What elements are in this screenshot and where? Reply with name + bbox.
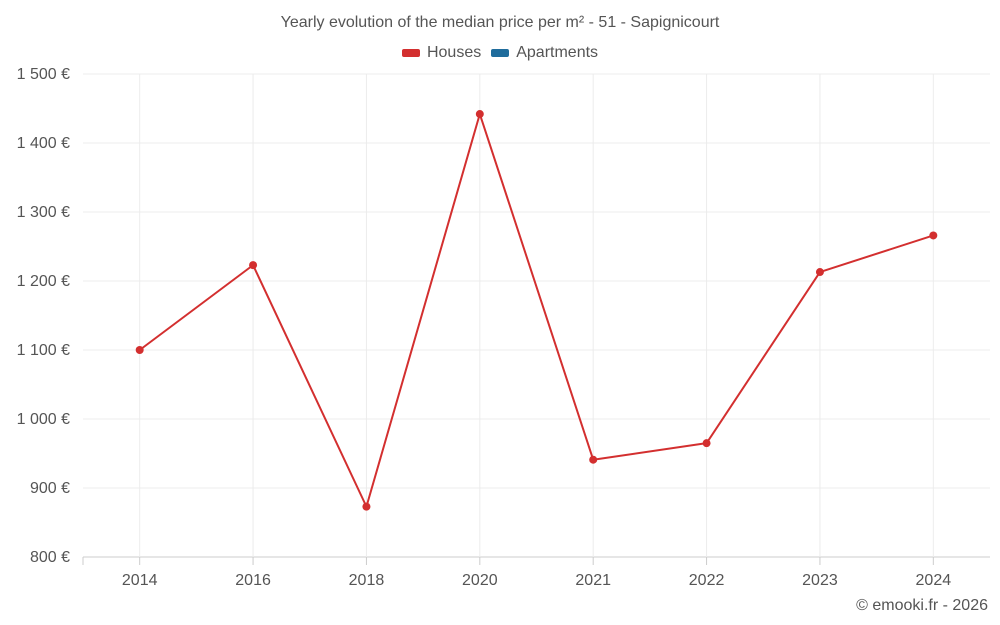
legend-item-apartments[interactable]: Apartments <box>491 44 598 62</box>
y-tick-label: 1 300 € <box>17 204 70 221</box>
x-tick-label: 2024 <box>916 572 952 589</box>
data-point-houses <box>815 268 824 277</box>
x-tick-label: 2022 <box>689 572 725 589</box>
y-tick-label: 1 500 € <box>17 66 70 83</box>
data-point-houses <box>135 346 144 354</box>
y-tick-label: 1 000 € <box>17 411 70 428</box>
data-point-houses <box>362 502 371 511</box>
x-tick-label: 2016 <box>235 572 271 589</box>
legend: Houses Apartments <box>0 44 1000 62</box>
credit-text: © emooki.fr - 2026 <box>856 597 988 614</box>
y-tick-label: 900 € <box>30 480 70 497</box>
y-tick-label: 1 200 € <box>17 273 70 290</box>
legend-item-houses[interactable]: Houses <box>401 44 482 62</box>
data-point-houses <box>475 110 484 119</box>
data-point-houses <box>249 261 258 270</box>
legend-swatch-houses <box>401 49 420 57</box>
data-point-houses <box>702 439 711 448</box>
data-point-houses <box>589 455 598 464</box>
x-tick-label: 2020 <box>462 572 498 589</box>
series-line-houses <box>139 113 934 508</box>
x-tick-label: 2021 <box>575 572 611 589</box>
chart-title: Yearly evolution of the median price per… <box>280 14 720 31</box>
y-tick-label: 1 100 € <box>17 342 70 359</box>
data-point-houses <box>929 231 938 240</box>
x-tick-label: 2018 <box>349 572 385 589</box>
y-tick-label: 1 400 € <box>17 135 70 152</box>
legend-label-houses: Houses <box>426 44 482 61</box>
x-tick-label: 2023 <box>802 572 838 589</box>
legend-label-apartments: Apartments <box>516 44 599 61</box>
y-tick-label: 800 € <box>30 549 70 566</box>
legend-swatch-apartments <box>491 49 510 57</box>
x-tick-label: 2014 <box>122 572 158 589</box>
